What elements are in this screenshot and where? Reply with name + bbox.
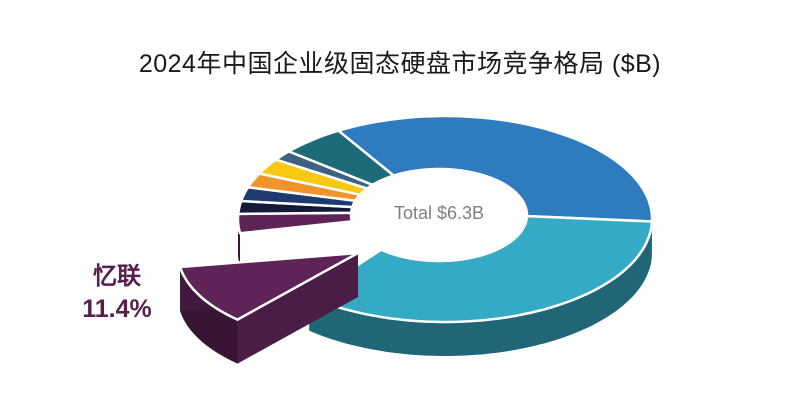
exploded-slice-near-wall [237,253,358,364]
pie-slice [236,211,354,235]
exploded-slice-top [178,251,360,321]
donut-center-total-label: Total $6.3B [393,203,485,223]
donut-hole [351,169,527,261]
callout-vendor-name: 忆联 [93,263,141,290]
exploded-slice-callout: 忆联 11.4% [42,261,192,325]
chart-title: 2024年中国企业级固态硬盘市场竞争格局 ($B) [138,50,662,78]
pie-slice-side [309,221,652,356]
callout-percent: 11.4% [82,295,152,323]
